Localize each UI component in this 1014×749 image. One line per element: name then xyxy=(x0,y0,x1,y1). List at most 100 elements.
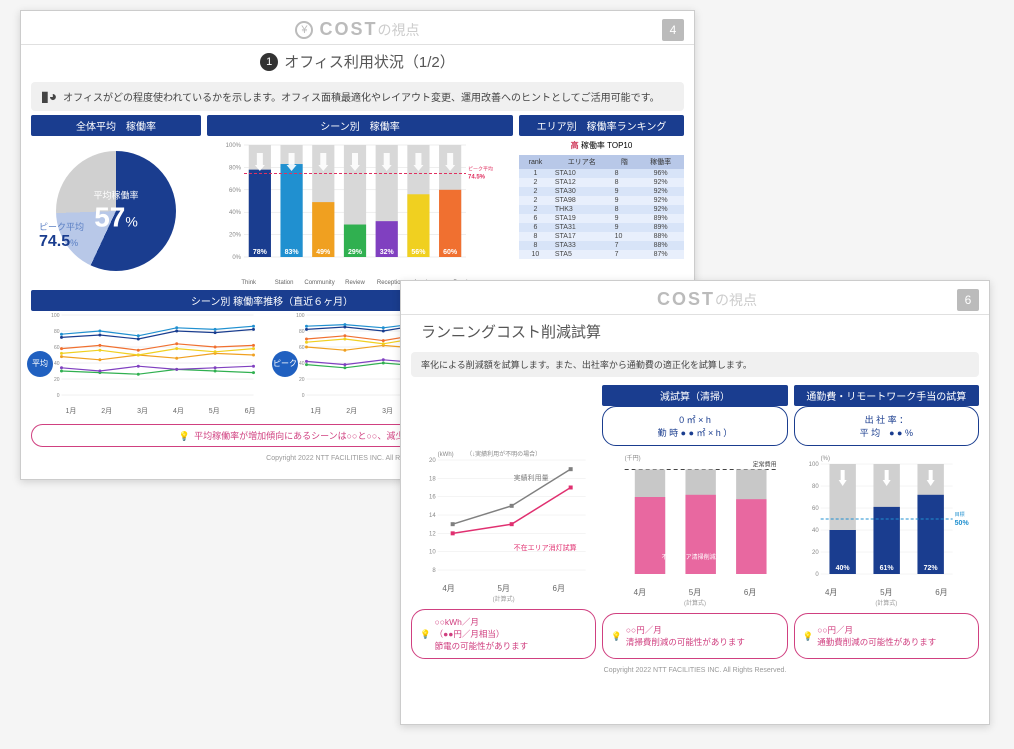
footer-2: Copyright 2022 NTT FACILITIES INC. All R… xyxy=(401,663,989,678)
pie-main-value: 57 xyxy=(94,202,125,233)
bulb-icon-c: 💡 xyxy=(803,631,814,642)
panel-ranking: エリア別 稼働率ランキング 高 稼働率 TOP10 rankエリア名階稼働率1S… xyxy=(519,115,684,286)
svg-text:50%: 50% xyxy=(954,520,969,527)
col-commute: 通勤費・リモートワーク手当の試算 出 社 率 ： 平 均 ● ● % (%) 0 2… xyxy=(794,385,979,659)
col-a-note-1: ○○kWh／月 xyxy=(435,616,529,628)
svg-text:40: 40 xyxy=(812,528,819,534)
bulb-icon-a: 💡 xyxy=(420,629,431,640)
panel-overall: 全体平均 稼働率 平均稼働率 57% ピーク平均 74.5% xyxy=(31,115,201,286)
svg-text:49%: 49% xyxy=(316,249,331,256)
col-c-note-1: ○○円／月 xyxy=(817,624,936,636)
col-b-note-1: ○○円／月 xyxy=(626,624,745,636)
info-text-2: 率化による削減額を試算します。また、出社率から通勤費の適正化を試算します。 xyxy=(421,358,752,371)
header-main-2: COST xyxy=(657,289,715,310)
svg-text:目標: 目標 xyxy=(954,511,964,518)
rank-top-table: rankエリア名階稼働率1STA10896%2STA12892%2STA3099… xyxy=(519,155,684,259)
col-b-title: 減試算（清掃） xyxy=(602,385,787,406)
svg-text:(千円): (千円) xyxy=(625,454,641,462)
col-c-pill-2: 平 均 ● ● % xyxy=(803,426,970,439)
svg-text:61%: 61% xyxy=(879,565,894,572)
col-b-pill-2: 勤 時 ● ● ㎡ × h ） xyxy=(611,426,778,439)
svg-text:40%: 40% xyxy=(835,565,850,572)
svg-text:60%: 60% xyxy=(443,249,458,256)
pie-main-unit: % xyxy=(125,214,137,230)
col-b-chart: (千円)定常費用不在エリア清掃削減試算 4月5月6月 (計算式) xyxy=(602,452,787,607)
header: ¥ COST の視点 4 xyxy=(21,11,694,45)
svg-text:60%: 60% xyxy=(229,188,242,194)
col-c-pill-1: 出 社 率 ： xyxy=(803,413,970,426)
svg-text:8: 8 xyxy=(432,568,436,574)
header-suffix-2: の視点 xyxy=(715,290,757,310)
pie-peak-label: ピーク平均 xyxy=(39,220,84,233)
svg-text:40: 40 xyxy=(299,361,305,367)
col-c-sub: (計算式) xyxy=(794,598,979,607)
pie-main-label: 平均稼働率 xyxy=(93,189,138,202)
svg-text:80: 80 xyxy=(812,484,819,490)
svg-text:18: 18 xyxy=(429,476,436,482)
svg-text:80: 80 xyxy=(299,329,305,335)
pie-peak-unit: % xyxy=(70,238,78,248)
rank-top-label: 稼働率 TOP10 xyxy=(581,141,632,150)
svg-text:29%: 29% xyxy=(348,249,363,256)
svg-text:0: 0 xyxy=(815,572,819,578)
svg-text:0: 0 xyxy=(302,393,305,399)
col-a-chart: (kWh)（↓実績利用が不明の場合）8101214161820実績利用量不在エリ… xyxy=(411,448,596,603)
svg-text:74.5%: 74.5% xyxy=(468,175,486,181)
subtitle-text-2: ランニングコスト削減試算 xyxy=(421,321,601,342)
svg-text:16: 16 xyxy=(429,495,436,501)
svg-text:60: 60 xyxy=(812,506,819,512)
header-main: COST xyxy=(319,19,377,40)
subtitle-num: 1 xyxy=(260,53,278,71)
col-b-note: 💡 ○○円／月清掃費削減の可能性があります xyxy=(602,613,787,659)
svg-text:83%: 83% xyxy=(285,249,300,256)
svg-text:100: 100 xyxy=(296,313,305,319)
page-2: ¥ COST の視点 6 ランニングコスト削減試算 率化による削減額を試算します… xyxy=(400,280,990,725)
info-bar-2: 率化による削減額を試算します。また、出社率から通勤費の適正化を試算します。 xyxy=(411,352,979,377)
svg-text:12: 12 xyxy=(429,531,436,537)
col-b-note-2: 清掃費削減の可能性があります xyxy=(626,636,745,648)
col-b-pill: 0 ㎡ × h 勤 時 ● ● ㎡ × h ） xyxy=(602,406,787,446)
col-c-title: 通勤費・リモートワーク手当の試算 xyxy=(794,385,979,406)
page-number-2: 6 xyxy=(957,289,979,311)
svg-text:60: 60 xyxy=(54,345,60,351)
panel-c-title: エリア別 稼働率ランキング xyxy=(519,115,684,136)
trend-avg: 平均 020406080100 1月2月3月4月5月6月 xyxy=(31,311,268,416)
col-cleaning: 減試算（清掃） 0 ㎡ × h 勤 時 ● ● ㎡ × h ） (千円)定常費用… xyxy=(602,385,787,659)
trend-avg-label: 平均 xyxy=(27,351,53,377)
svg-text:32%: 32% xyxy=(380,249,395,256)
rank-top-mark: 高 xyxy=(571,141,579,150)
yen-icon: ¥ xyxy=(295,21,313,39)
col-a-note-2: （●●円／月相当） xyxy=(435,628,529,640)
header-suffix: の視点 xyxy=(378,20,420,40)
svg-text:20: 20 xyxy=(812,550,819,556)
svg-text:0: 0 xyxy=(57,393,60,399)
svg-text:20%: 20% xyxy=(229,233,242,239)
bulb-icon-b: 💡 xyxy=(611,631,622,642)
col-a-note-3: 節電の可能性があります xyxy=(435,640,529,652)
pie-peak-value: 74.5 xyxy=(39,233,70,250)
col-c-note-2: 通勤費削減の可能性があります xyxy=(817,636,936,648)
subtitle: 1 オフィス利用状況（1/2） xyxy=(21,45,694,78)
info-text: オフィスがどの程度使われているかを示します。オフィス面積最適化やレイアウト変更、… xyxy=(63,89,660,104)
svg-text:80: 80 xyxy=(54,329,60,335)
col-power: 削減試算（電力） (kWh)（↓実績利用が不明の場合）8101214161820… xyxy=(411,385,596,659)
svg-text:20: 20 xyxy=(54,377,60,383)
col-a-sub: (計算式) xyxy=(411,594,596,603)
col-c-note: 💡 ○○円／月通勤費削減の可能性があります xyxy=(794,613,979,659)
svg-text:40: 40 xyxy=(54,361,60,367)
svg-text:不在エリア消灯試算: 不在エリア消灯試算 xyxy=(514,543,577,552)
col-b-sub: (計算式) xyxy=(602,598,787,607)
svg-text:72%: 72% xyxy=(923,565,938,572)
svg-text:実績利用量: 実績利用量 xyxy=(514,473,549,482)
svg-text:ピーク平均: ピーク平均 xyxy=(468,166,493,173)
svg-text:20: 20 xyxy=(429,458,436,464)
svg-text:(%): (%) xyxy=(820,456,829,462)
panel-a-title: 全体平均 稼働率 xyxy=(31,115,201,136)
svg-text:40%: 40% xyxy=(229,210,242,216)
col-b-pill-1: 0 ㎡ × h xyxy=(611,413,778,426)
panel-scene: シーン別 稼働率 0%20%40%60%80%100%78%83%49%29%3… xyxy=(207,115,513,286)
svg-text:（↓実績利用が不明の場合）: （↓実績利用が不明の場合） xyxy=(466,450,541,458)
svg-text:0%: 0% xyxy=(232,255,241,261)
header-2: ¥ COST の視点 6 xyxy=(401,281,989,315)
svg-text:100: 100 xyxy=(51,313,60,319)
